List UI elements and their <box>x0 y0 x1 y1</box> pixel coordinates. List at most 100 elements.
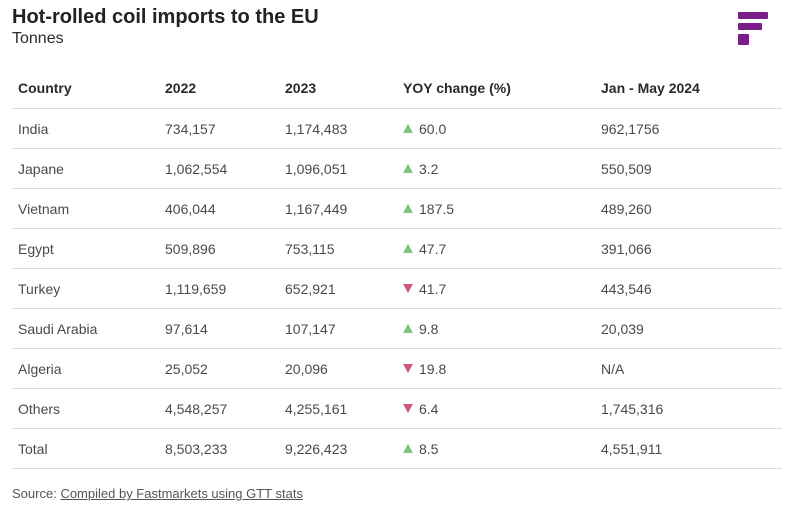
cell-jan-may-2024: 391,066 <box>595 228 782 269</box>
cell-yoy-change-value: 187.5 <box>419 200 455 217</box>
triangle-down-icon <box>403 283 413 293</box>
cell-jan-may-2024: 1,745,316 <box>595 388 782 429</box>
table-row: Others 4,548,257 4,255,161 6.4 1,745,316 <box>12 388 782 429</box>
cell-country: Japane <box>12 148 159 189</box>
cell-yoy-change: 60.0 <box>397 108 595 149</box>
cell-2023-value: 1,096,051 <box>285 160 348 177</box>
cell-2023-value: 20,096 <box>285 360 328 377</box>
cell-yoy-change-value: 60.0 <box>419 120 447 137</box>
cell-yoy-change-value: 6.4 <box>419 400 439 417</box>
cell-yoy-change-value: 47.7 <box>419 240 447 257</box>
column-header-jan-may-2024: Jan - May 2024 <box>595 68 782 109</box>
table-row: Algeria 25,052 20,096 19.8 N/A <box>12 348 782 389</box>
cell-jan-may-2024-value: 443,546 <box>601 280 652 297</box>
data-table: Country 2022 2023 YOY change (%) Jan - M… <box>12 68 782 469</box>
cell-country-value: Egypt <box>18 240 54 257</box>
cell-2022: 734,157 <box>159 108 279 149</box>
cell-country-value: India <box>18 120 49 137</box>
column-header-country: Country <box>12 68 159 109</box>
cell-yoy-change-value: 8.5 <box>419 440 439 457</box>
cell-2022: 406,044 <box>159 188 279 229</box>
table-body: India 734,157 1,174,483 60.0 962,1756 Japane 1… <box>12 108 782 469</box>
cell-jan-may-2024-value: 4,551,911 <box>601 440 663 457</box>
cell-2022-value: 1,119,659 <box>165 280 227 297</box>
cell-yoy-change: 19.8 <box>397 348 595 389</box>
cell-country: Egypt <box>12 228 159 269</box>
cell-country-value: Algeria <box>18 360 62 377</box>
cell-country: Others <box>12 388 159 429</box>
cell-jan-may-2024-value: 1,745,316 <box>601 400 664 417</box>
cell-country: Turkey <box>12 268 159 309</box>
cell-yoy-change-value: 3.2 <box>419 160 439 177</box>
triangle-down-icon <box>403 403 413 413</box>
column-header-2023: 2023 <box>279 68 397 109</box>
cell-country: Total <box>12 428 159 469</box>
source-label: Source: <box>12 486 57 501</box>
source-note: Source: Compiled by Fastmarkets using GT… <box>12 486 303 501</box>
cell-country: India <box>12 108 159 149</box>
cell-yoy-change-value: 9.8 <box>419 320 439 337</box>
table-row: Turkey 1,119,659 652,921 41.7 443,546 <box>12 268 782 309</box>
chart-title: Hot-rolled coil imports to the EU <box>12 6 319 28</box>
cell-2023: 1,096,051 <box>279 148 397 189</box>
column-header-2022: 2022 <box>159 68 279 109</box>
cell-country-value: Japane <box>18 160 64 177</box>
fastmarkets-logo-icon <box>738 12 768 45</box>
cell-jan-may-2024: 962,1756 <box>595 108 782 149</box>
cell-2023-value: 753,115 <box>285 240 335 257</box>
table-row: Saudi Arabia 97,614 107,147 9.8 20,039 <box>12 308 782 349</box>
cell-2022-value: 509,896 <box>165 240 216 257</box>
cell-yoy-change: 187.5 <box>397 188 595 229</box>
table-row: Egypt 509,896 753,115 47.7 391,066 <box>12 228 782 269</box>
cell-jan-may-2024: 489,260 <box>595 188 782 229</box>
cell-2022: 509,896 <box>159 228 279 269</box>
cell-2022: 25,052 <box>159 348 279 389</box>
cell-2022-value: 25,052 <box>165 360 208 377</box>
cell-yoy-change: 3.2 <box>397 148 595 189</box>
triangle-up-icon <box>403 123 413 133</box>
cell-2023-value: 1,167,449 <box>285 200 348 217</box>
cell-2022-value: 97,614 <box>165 320 208 337</box>
cell-jan-may-2024: 20,039 <box>595 308 782 349</box>
data-table-container: Country 2022 2023 YOY change (%) Jan - M… <box>12 68 782 469</box>
triangle-up-icon <box>403 163 413 173</box>
triangle-up-icon <box>403 243 413 253</box>
cell-jan-may-2024-value: 489,260 <box>601 200 652 217</box>
chart-subtitle: Tonnes <box>12 30 64 47</box>
cell-2023: 652,921 <box>279 268 397 309</box>
cell-2022: 8,503,233 <box>159 428 279 469</box>
table-row: Japane 1,062,554 1,096,051 3.2 550,509 <box>12 148 782 189</box>
cell-country: Vietnam <box>12 188 159 229</box>
cell-2022-value: 8,503,233 <box>165 440 228 457</box>
cell-jan-may-2024-value: 550,509 <box>601 160 652 177</box>
cell-jan-may-2024-value: 962,1756 <box>601 120 660 137</box>
cell-2022: 97,614 <box>159 308 279 349</box>
cell-2022-value: 1,062,554 <box>165 160 228 177</box>
cell-2023: 1,167,449 <box>279 188 397 229</box>
cell-2023-value: 652,921 <box>285 280 336 297</box>
cell-yoy-change-value: 41.7 <box>419 280 447 297</box>
cell-country-value: Saudi Arabia <box>18 320 98 337</box>
cell-2023-value: 1,174,483 <box>285 120 348 137</box>
column-header-yoy-change: YOY change (%) <box>397 68 595 109</box>
cell-2022: 1,062,554 <box>159 148 279 189</box>
cell-yoy-change: 9.8 <box>397 308 595 349</box>
cell-country-value: Vietnam <box>18 200 70 217</box>
triangle-down-icon <box>403 363 413 373</box>
cell-yoy-change: 47.7 <box>397 228 595 269</box>
source-link[interactable]: Compiled by Fastmarkets using GTT stats <box>60 486 303 501</box>
cell-2023: 20,096 <box>279 348 397 389</box>
triangle-up-icon <box>403 443 413 453</box>
table-header-row: Country 2022 2023 YOY change (%) Jan - M… <box>12 68 782 109</box>
cell-yoy-change: 41.7 <box>397 268 595 309</box>
cell-2023: 753,115 <box>279 228 397 269</box>
cell-country-value: Others <box>18 400 61 417</box>
cell-2022-value: 4,548,257 <box>165 400 228 417</box>
cell-jan-may-2024-value: 20,039 <box>601 320 644 337</box>
cell-yoy-change: 6.4 <box>397 388 595 429</box>
cell-2022-value: 406,044 <box>165 200 216 217</box>
table-row: India 734,157 1,174,483 60.0 962,1756 <box>12 108 782 149</box>
cell-jan-may-2024: 550,509 <box>595 148 782 189</box>
table-row: Total 8,503,233 9,226,423 8.5 4,551,911 <box>12 428 782 469</box>
table-row: Vietnam 406,044 1,167,449 187.5 489,260 <box>12 188 782 229</box>
